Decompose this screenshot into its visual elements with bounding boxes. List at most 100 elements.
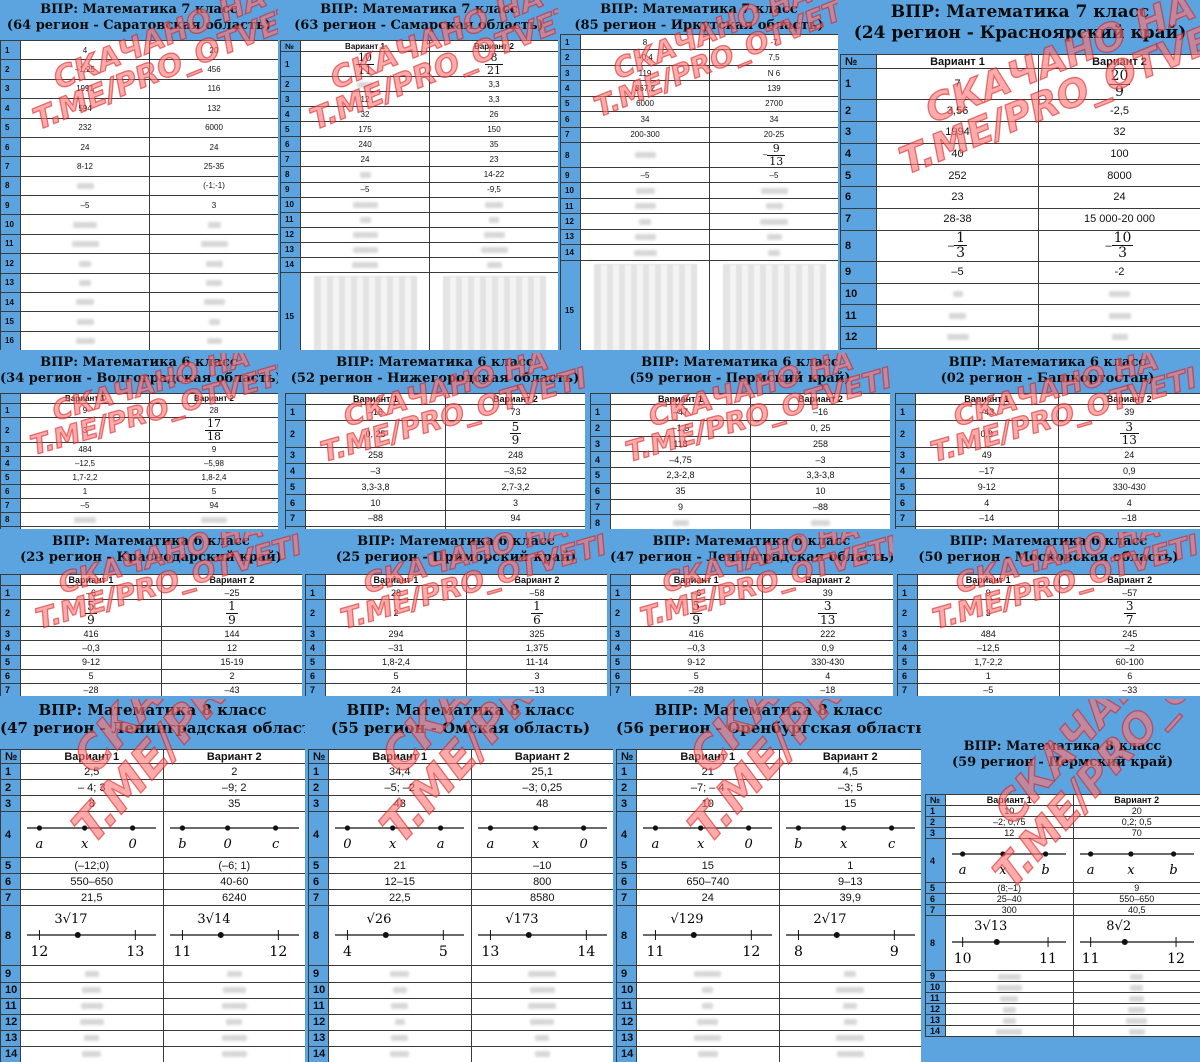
number-line-point: [1001, 851, 1006, 856]
denominator: 13: [1120, 434, 1139, 447]
task-number: 10: [561, 183, 581, 198]
answer-variant-2: –9; 2: [163, 780, 305, 796]
number-line-label: a: [36, 837, 44, 852]
table-header-row: № Вариант 1 Вариант 2: [617, 750, 922, 764]
blurred-answer: [760, 219, 788, 225]
root-bound-label: 10: [954, 951, 972, 967]
root-bound-label: 11: [173, 944, 191, 960]
answer-variant-2: [150, 331, 279, 350]
number-line-point: [180, 825, 185, 830]
table-row: 8: [1, 513, 279, 527]
task-number: 5: [561, 96, 581, 111]
answer-variant-1: –0,4: [581, 50, 710, 65]
numerator: 20: [1109, 69, 1131, 85]
table-row: 3 258 248: [286, 447, 586, 463]
answer-variant-2: –33: [1059, 683, 1200, 696]
fraction: 9 13: [767, 143, 785, 167]
answer-variant-2: 3,3-3,8: [751, 468, 891, 484]
answer-variant-2: [471, 982, 613, 998]
answer-variant-2: [150, 215, 279, 234]
answer-variant-1: 3: [21, 418, 150, 443]
table-row: 7 22,5 8580: [309, 890, 614, 906]
table-header-row: Вариант 1 Вариант 2: [286, 394, 586, 405]
answer-variant-2: 14-22: [430, 167, 559, 182]
answer-variant-2: [471, 1046, 613, 1062]
task-number: 5: [1, 858, 21, 874]
answer-variant-2: 116: [150, 79, 279, 98]
answer-panel: ВПР: Математика 6 класс (02 регион - Башк…: [895, 353, 1200, 529]
answer-variant-2: [1073, 1026, 1200, 1037]
answer-variant-2: –5,98: [150, 457, 279, 471]
table-row: 8 √26 4 5 √173 13 14: [309, 906, 614, 966]
answer-variant-2: [471, 966, 613, 982]
answer-variant-1: 240: [301, 137, 430, 152]
answer-variant-2: [710, 214, 839, 229]
answer-table: Вариант 1 Вариант 2 1 –43 39 2 0,9 3 13 3 49 24 4 –17…: [895, 393, 1200, 529]
task-number: 2: [306, 600, 326, 627]
answer-table: Вариант 1 Вариант 2 1 –6 –25 2 5 9 1 9 3 416 144 4 –0,…: [0, 574, 302, 696]
task-number: 15: [1, 312, 21, 331]
answer-variant-2: 2: [163, 764, 305, 780]
table-row: 1 4 20: [1, 41, 279, 60]
task-number: 13: [617, 1030, 637, 1046]
task-number: 6: [617, 874, 637, 890]
answer-variant-1: 10: [637, 796, 780, 812]
answer-variant-2: [446, 526, 586, 529]
task-number: 9: [281, 182, 301, 197]
table-row: 4 –0,3 0,9: [611, 641, 894, 655]
answer-variant-1: –43: [916, 405, 1059, 421]
task-number: 10: [617, 982, 637, 998]
root-expression: 3√13: [974, 919, 1007, 934]
answer-variant-2: 6240: [163, 890, 305, 906]
table-row: 9: [1, 527, 279, 529]
answer-variant-1: 10: [306, 495, 446, 511]
blurred-answer: [530, 987, 555, 993]
answer-variant-1: –6: [631, 586, 763, 600]
root-bound-label: 13: [481, 944, 499, 960]
task-number: 8: [896, 526, 916, 529]
task-number: 11: [1, 998, 21, 1014]
table-row: 13: [617, 1030, 922, 1046]
answer-variant-1: 5: [326, 669, 467, 683]
answer-variant-1: [877, 283, 1039, 305]
answer-variant-2: 0,9: [1058, 463, 1200, 479]
task-number: 3: [309, 796, 329, 812]
table-row: 5 15 1: [617, 858, 922, 874]
panel-title: ВПР: Математика 7 класс: [560, 2, 838, 18]
task-number: 8: [926, 916, 946, 971]
answer-panel: ВПР: Математика 8 класс (47 регион - Лени…: [0, 699, 305, 1062]
answer-variant-2: 19: [162, 600, 303, 627]
fraction: 13: [954, 231, 967, 261]
answer-variant-2: [163, 966, 305, 982]
table-row: 4 –3 –3,52: [286, 463, 586, 479]
answer-variant-1: –31: [326, 641, 467, 655]
blurred-answer: [811, 520, 830, 526]
answer-variant-2: 40-60: [163, 874, 305, 890]
answer-variant-2: 3 13: [762, 600, 893, 627]
answer-variant-2: [779, 1014, 921, 1030]
answer-variant-2: 258: [751, 436, 891, 452]
header-num: [1, 575, 21, 586]
answer-variant-2: bxc: [779, 812, 921, 858]
answer-variant-2: 39,9: [779, 890, 921, 906]
panel-header: ВПР: Математика 7 класс (85 регион - Ирку…: [560, 0, 838, 34]
answer-variant-2: [1073, 982, 1200, 993]
task-number: 7: [561, 127, 581, 142]
root-point: [383, 932, 389, 938]
table-row: 3 416 144: [1, 627, 303, 641]
header-variant-2: Вариант 2: [1073, 795, 1200, 806]
blurred-answer: [836, 1035, 864, 1041]
answer-variant-2: –25: [162, 586, 303, 600]
table-row: 13: [281, 242, 559, 257]
answer-variant-2: 3: [446, 495, 586, 511]
root-bound-label: 11: [1039, 951, 1057, 967]
panel-subtitle: (34 регион - Волгоградская область): [0, 371, 278, 387]
table-row: 6 12–15 800: [309, 874, 614, 890]
task-number: 1: [561, 35, 581, 50]
panel-subtitle: (64 регион - Саратовская область): [0, 18, 278, 34]
table-row: 5 1,7-2,2 1,8-2,4: [1, 471, 279, 485]
answer-variant-2: 3: [467, 669, 608, 683]
answer-variant-1: 59: [21, 600, 162, 627]
table-row: 4 –31 1,375: [306, 641, 608, 655]
